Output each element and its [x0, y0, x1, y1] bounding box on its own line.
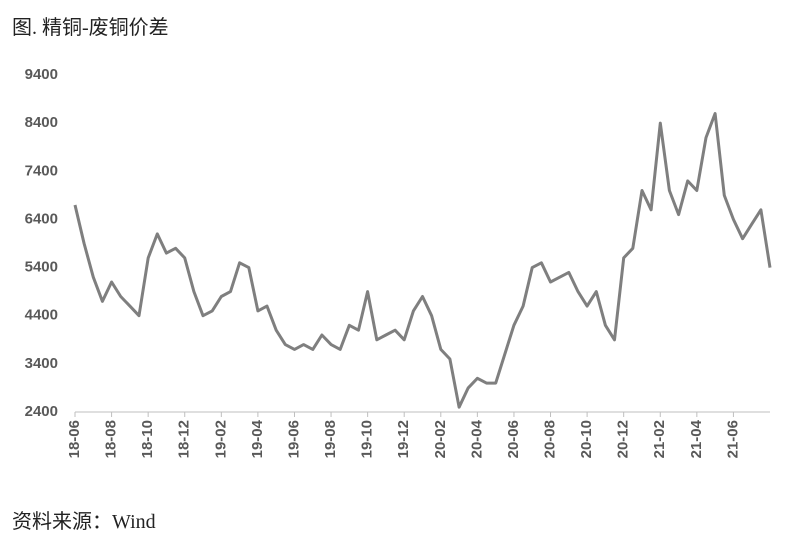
x-tick-label: 19-02 — [212, 420, 229, 458]
y-tick-label: 8400 — [25, 114, 58, 131]
x-tick-label: 19-08 — [322, 420, 339, 458]
x-tick-label: 18-10 — [139, 420, 156, 458]
y-tick-label: 7400 — [25, 162, 58, 179]
x-tick-label: 18-06 — [66, 420, 83, 458]
x-tick-label: 18-12 — [176, 420, 193, 458]
y-tick-label: 2400 — [25, 403, 58, 420]
data-line — [73, 112, 772, 409]
x-tick-label: 20-10 — [578, 420, 595, 458]
y-tick-label: 5400 — [25, 259, 58, 276]
y-tick-label: 3400 — [25, 355, 58, 372]
source-note: 资料来源：Wind — [12, 510, 156, 533]
y-tick-label: 4400 — [25, 307, 58, 324]
y-tick-label: 9400 — [25, 66, 58, 83]
x-tick-label: 18-08 — [103, 420, 120, 458]
x-tick-label: 19-10 — [359, 420, 376, 458]
x-tick-label: 21-02 — [651, 420, 668, 458]
x-tick-label: 21-06 — [724, 420, 741, 458]
x-tick-label: 19-06 — [285, 420, 302, 458]
x-tick-label: 19-12 — [395, 420, 412, 458]
chart-title: 图. 精铜-废铜价差 — [12, 16, 169, 39]
x-tick-label: 21-04 — [688, 419, 705, 458]
x-tick-label: 20-04 — [468, 419, 485, 458]
x-tick-label: 20-06 — [505, 420, 522, 458]
x-tick-label: 20-08 — [541, 420, 558, 458]
y-tick-label: 6400 — [25, 210, 58, 227]
x-tick-label: 20-12 — [615, 420, 632, 458]
x-tick-label: 19-04 — [249, 419, 266, 458]
x-tick-label: 20-02 — [432, 420, 449, 458]
